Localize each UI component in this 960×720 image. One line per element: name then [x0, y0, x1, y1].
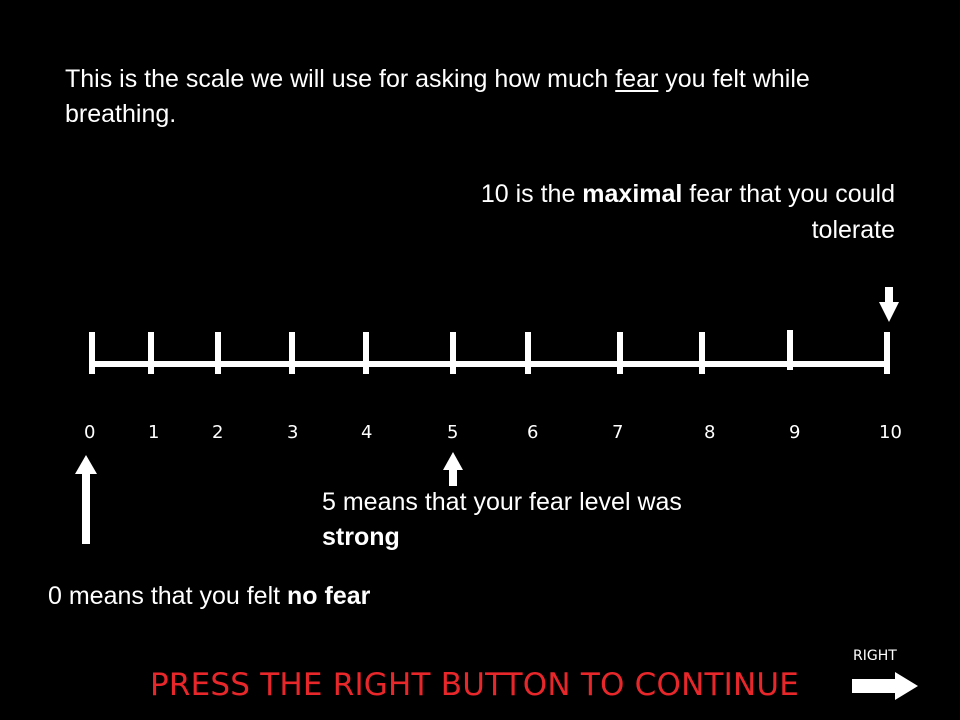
- scale-labels: 0 1 2 3 4 5 6 7 8 9 10: [84, 422, 902, 443]
- mid-fear-note: 5 means that your fear level was strong: [322, 485, 742, 555]
- scale-label: 0: [84, 422, 95, 443]
- intro-text-start: This is the scale we will use for asking…: [65, 65, 616, 93]
- scale-label: 9: [789, 422, 800, 443]
- intro-text-end: you felt while breathing.: [65, 65, 810, 128]
- scale-label: 4: [361, 422, 372, 443]
- zero-note-prefix: 0 means that you felt: [48, 582, 288, 610]
- no-fear-note: 0 means that you felt no fear: [48, 579, 548, 614]
- right-button-label: RIGHT: [853, 648, 897, 664]
- intro-emphasis: fear: [615, 65, 659, 93]
- right-arrow-icon[interactable]: [851, 671, 919, 701]
- max-note-bold: maximal: [582, 180, 683, 208]
- scale-ticks: [89, 330, 890, 374]
- scale-label: 5: [447, 422, 458, 443]
- zero-note-bold: no fear: [287, 582, 371, 610]
- up-arrow-icon: [443, 452, 463, 486]
- scale-label: 2: [212, 422, 223, 443]
- max-note-suffix: fear that you could tolerate: [682, 180, 895, 244]
- scale-label: 7: [612, 422, 623, 443]
- continue-prompt: PRESS THE RIGHT BUTTON TO CONTINUE: [150, 667, 800, 703]
- scale-label: 10: [879, 422, 902, 443]
- max-note-prefix: 10 is the: [480, 180, 583, 208]
- max-fear-note: 10 is the maximal fear that you could to…: [475, 176, 895, 248]
- scale-label: 1: [148, 422, 159, 443]
- mid-note-prefix: 5 means that your fear level was: [322, 488, 682, 516]
- scale-label: 3: [287, 422, 298, 443]
- mid-note-bold: strong: [322, 523, 400, 551]
- down-arrow-icon: [879, 287, 899, 322]
- up-arrow-icon: [75, 455, 97, 544]
- intro-text: This is the scale we will use for asking…: [65, 62, 885, 132]
- scale-label: 6: [527, 422, 538, 443]
- scale-label: 8: [704, 422, 715, 443]
